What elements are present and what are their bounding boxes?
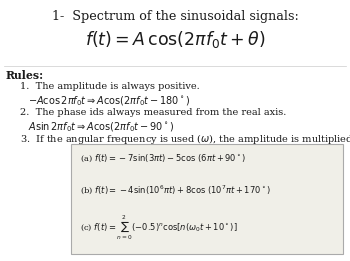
Text: (a) $f(t) = -7\sin(3\pi t) - 5\cos\,(6\pi t + 90^\circ)$: (a) $f(t) = -7\sin(3\pi t) - 5\cos\,(6\p… [80,153,246,164]
FancyBboxPatch shape [71,144,343,254]
Text: 1-  Spectrum of the sinusoidal signals:: 1- Spectrum of the sinusoidal signals: [51,10,299,23]
Text: $f(t) = A\,\cos(2\pi f_0 t + \theta)$: $f(t) = A\,\cos(2\pi f_0 t + \theta)$ [85,29,265,50]
Text: $A\sin 2\pi f_0 t \Rightarrow A\cos(2\pi f_0 t - 90^\circ)$: $A\sin 2\pi f_0 t \Rightarrow A\cos(2\pi… [28,120,174,134]
Text: (b) $f(t) = -4\sin(10^6\pi t) + 8\cos\,(10^7\pi t + 170^\circ)$: (b) $f(t) = -4\sin(10^6\pi t) + 8\cos\,(… [80,183,271,196]
Text: (c) $f(t) = \sum_{n=0}^{2}(-0.5)^n\cos[n(\omega_0 t + 10^\circ)]$: (c) $f(t) = \sum_{n=0}^{2}(-0.5)^n\cos[n… [80,213,238,242]
Text: 2.  The phase ids always measured from the real axis.: 2. The phase ids always measured from th… [20,108,286,117]
Text: 3.  If the angular frequency is used ($\omega$), the amplitude is multiplied by : 3. If the angular frequency is used ($\o… [20,132,350,146]
Text: $-A\cos 2\pi f_0 t \Rightarrow A\cos(2\pi f_0 t - 180^\circ)$: $-A\cos 2\pi f_0 t \Rightarrow A\cos(2\p… [28,94,190,108]
Text: 1.  The amplitude is always positive.: 1. The amplitude is always positive. [20,82,200,91]
Text: Rules:: Rules: [6,70,44,81]
